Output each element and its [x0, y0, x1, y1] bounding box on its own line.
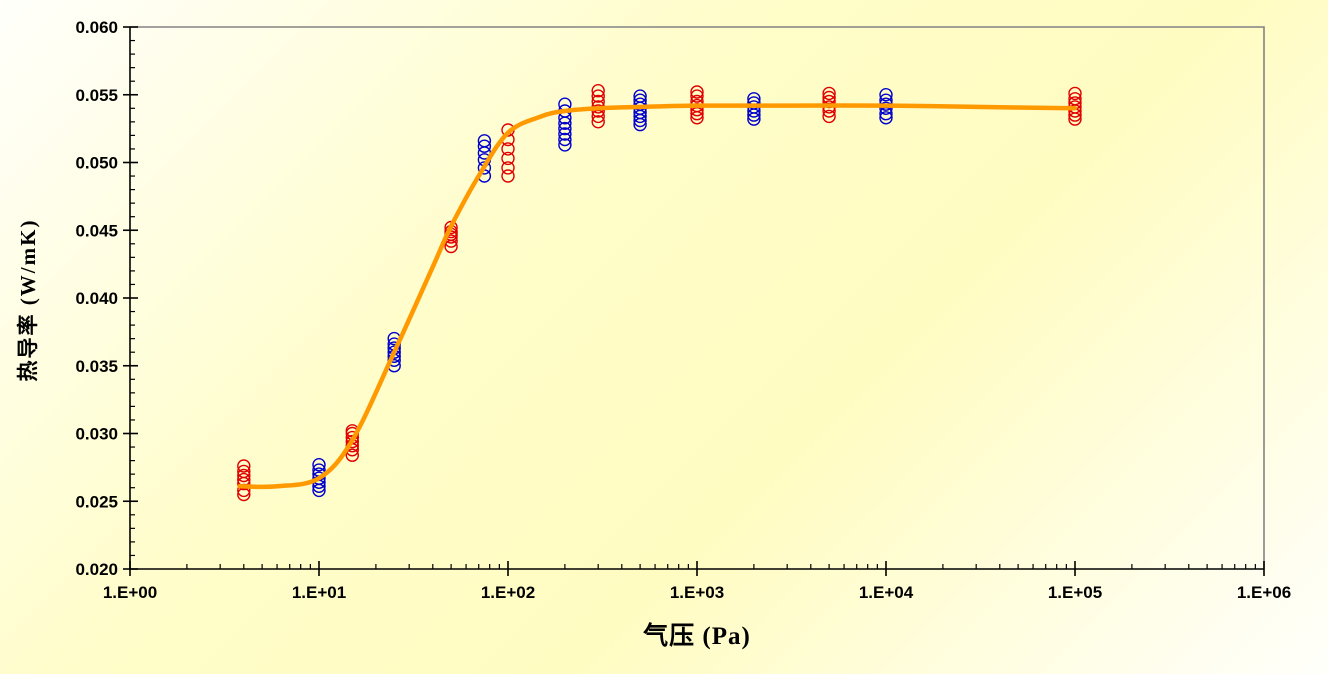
- red-samples-point: [501, 169, 515, 183]
- blue-samples-point: [558, 138, 572, 152]
- red-samples-point: [690, 89, 704, 103]
- x-tick-label: 1.E+02: [481, 583, 535, 602]
- blue-samples-point: [747, 96, 761, 110]
- x-tick-label: 1.E+01: [292, 583, 346, 602]
- blue-samples-point: [633, 97, 647, 111]
- red-samples-point: [345, 448, 359, 462]
- blue-samples-point: [558, 132, 572, 147]
- y-tick-label: 0.030: [75, 425, 118, 444]
- red-samples-point: [237, 464, 251, 479]
- y-axis-title: 热导率 (W/mK): [16, 218, 40, 382]
- red-samples-point: [1068, 86, 1082, 101]
- x-tick-label: 1.E+00: [103, 583, 157, 602]
- y-tick-label: 0.025: [75, 492, 118, 511]
- blue-samples-point: [312, 458, 326, 472]
- y-tick-label: 0.050: [75, 154, 118, 173]
- x-axis-title: 气压 (Pa): [643, 623, 751, 650]
- blue-samples-point: [477, 134, 492, 148]
- fit-curve: [237, 103, 1078, 490]
- red-samples-point: [591, 104, 605, 118]
- x-tick-label: 1.E+06: [1237, 583, 1291, 602]
- red-samples-point: [591, 83, 605, 98]
- x-tick-label: 1.E+04: [859, 583, 914, 602]
- x-tick-label: 1.E+05: [1048, 583, 1102, 602]
- red-samples-point: [501, 161, 515, 175]
- red-samples-point: [237, 459, 251, 473]
- red-samples-point: [345, 434, 359, 449]
- y-tick-label: 0.055: [75, 86, 118, 105]
- blue-samples-point: [477, 161, 492, 175]
- red-samples-point: [591, 115, 605, 129]
- blue-samples-point: [879, 101, 893, 116]
- red-samples-point: [237, 468, 251, 483]
- red-samples-point: [591, 89, 605, 103]
- y-tick-label: 0.060: [75, 18, 118, 37]
- blue-samples-point: [633, 89, 647, 103]
- y-tick-label: 0.020: [75, 560, 118, 579]
- blue-samples-point: [879, 87, 893, 102]
- plot-border: [130, 26, 1265, 569]
- blue-samples-point: [387, 345, 401, 359]
- y-tick-label: 0.035: [75, 357, 118, 376]
- blue-samples-point: [558, 121, 572, 136]
- red-samples-point: [1068, 92, 1082, 106]
- blue-samples-point: [558, 127, 572, 141]
- red-samples-point: [501, 142, 515, 156]
- y-tick-label: 0.045: [75, 221, 118, 240]
- blue-samples-point: [312, 471, 326, 485]
- x-tick-label: 1.E+03: [670, 583, 724, 602]
- red-samples-point: [690, 85, 704, 99]
- blue-samples-point: [477, 139, 492, 153]
- blue-samples-point: [879, 111, 893, 125]
- red-samples-point: [501, 151, 515, 166]
- y-tick-label: 0.040: [75, 289, 118, 308]
- red-samples-point: [822, 86, 836, 101]
- red-samples-point: [822, 109, 836, 124]
